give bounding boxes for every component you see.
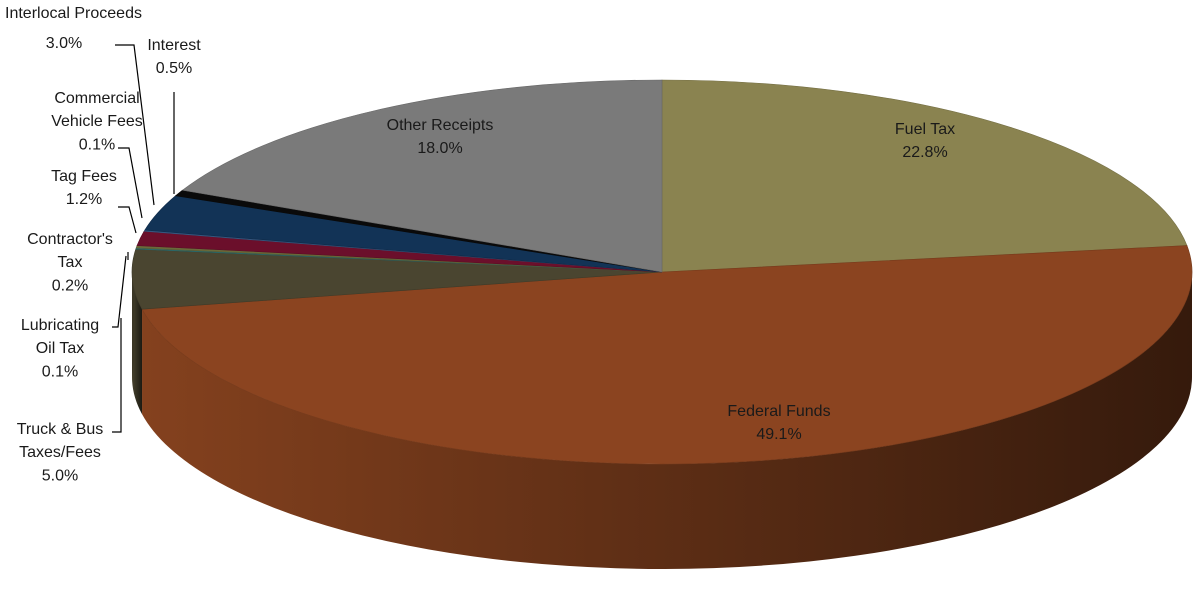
data-label-lubricating-oil-tax: Lubricating Oil Tax 0.1% — [21, 317, 99, 380]
pie-slice-federal-funds — [141, 245, 1193, 465]
leader-line-lubricating-oil-tax — [112, 255, 127, 328]
data-value-interlocal-proceeds: 3.0% — [46, 35, 82, 52]
data-label-commercial-vehicle-fees: Commercial Vehicle Fees 0.1% — [51, 90, 143, 153]
data-label-contractor-s-tax: Contractor's Tax 0.2% — [27, 231, 113, 294]
data-label-other-receipts: Other Receipts 18.0% — [387, 117, 494, 157]
data-label-fuel-tax: Fuel Tax 22.8% — [895, 121, 955, 161]
pie-side-federal-funds — [142, 272, 1193, 570]
leader-line-tag-fees — [118, 206, 137, 234]
data-label-truck-bus-taxes-fees: Truck & Bus Taxes/Fees 5.0% — [17, 421, 104, 484]
leader-line-commercial-vehicle-fees — [118, 147, 143, 219]
pie-slice-truck-bus-taxes-fees — [131, 248, 663, 310]
leader-line-truck-bus-taxes-fees — [112, 318, 122, 433]
data-label-federal-funds: Federal Funds 49.1% — [727, 403, 830, 443]
data-label-tag-fees: Tag Fees 1.2% — [51, 168, 117, 208]
pie-slice-fuel-tax — [661, 79, 1188, 273]
data-label-interest: Interest 0.5% — [147, 37, 201, 77]
leader-line-interlocal-proceeds — [115, 44, 155, 206]
pie-side-truck-bus-taxes-fees — [132, 272, 143, 415]
pie-slice-other-receipts — [181, 79, 663, 273]
data-label-interlocal-proceeds: Interlocal Proceeds — [5, 5, 142, 22]
